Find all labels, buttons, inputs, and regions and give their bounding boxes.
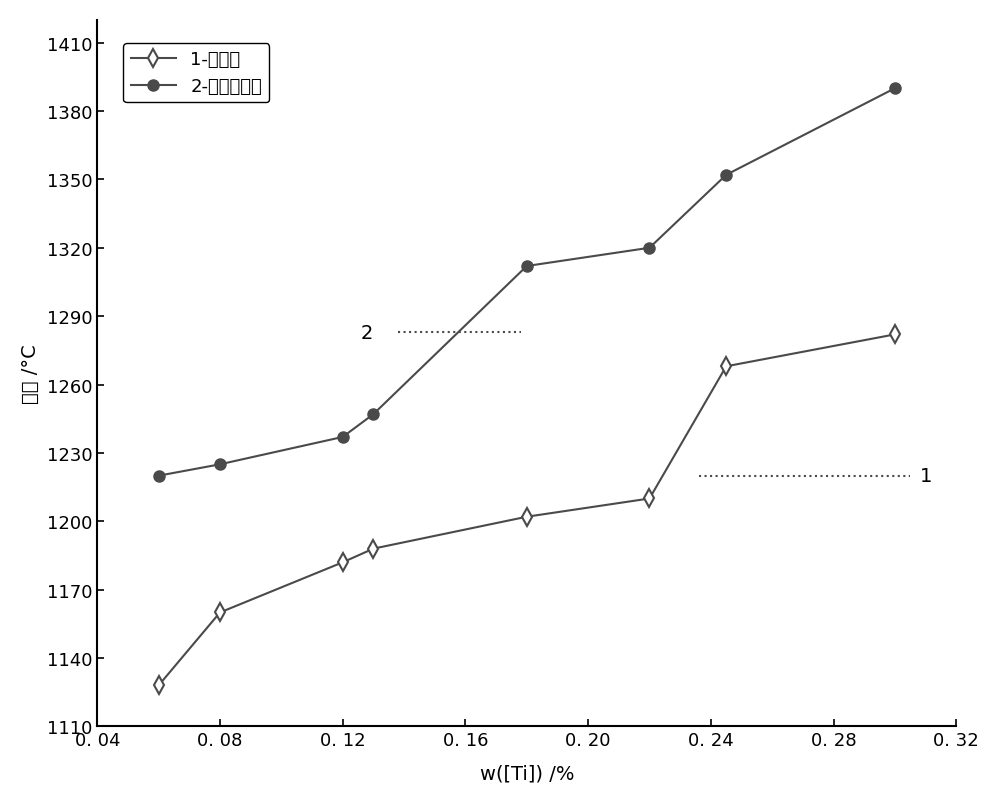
1-凝固点	[153, 681, 165, 691]
Legend: 1-凝固点, 2-熔化性温度: 1-凝固点, 2-熔化性温度	[123, 44, 269, 104]
Line: 1-凝固点: 1-凝固点	[152, 328, 901, 691]
Text: 2: 2	[361, 323, 373, 342]
Line: 2-熔化性温度: 2-熔化性温度	[153, 84, 900, 482]
2-熔化性温度	[643, 243, 655, 253]
2-熔化性温度	[521, 262, 533, 271]
1-凝固点	[889, 330, 901, 340]
2-熔化性温度	[214, 460, 226, 470]
X-axis label: w([Ti]) /%: w([Ti]) /%	[480, 763, 574, 782]
2-熔化性温度	[153, 471, 165, 481]
1-凝固点	[367, 544, 379, 554]
1-凝固点	[521, 512, 533, 522]
2-熔化性温度	[337, 433, 349, 442]
1-凝固点	[214, 608, 226, 618]
Y-axis label: 温度 /°C: 温度 /°C	[21, 344, 40, 403]
2-熔化性温度	[720, 171, 732, 181]
2-熔化性温度	[889, 84, 901, 94]
2-熔化性温度	[367, 410, 379, 419]
1-凝固点	[720, 362, 732, 372]
1-凝固点	[337, 558, 349, 568]
1-凝固点	[643, 494, 655, 503]
Text: 1: 1	[919, 467, 932, 486]
